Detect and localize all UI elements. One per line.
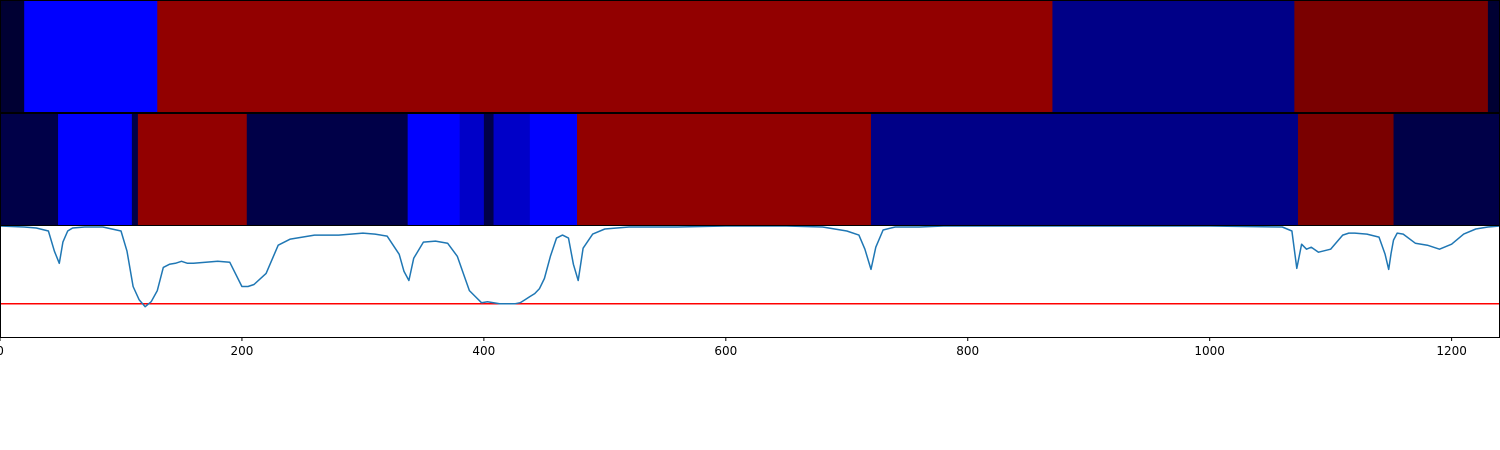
heatmap-segment [1052, 1, 1295, 112]
heatmap-segment [1294, 1, 1489, 112]
heatmap-segment [483, 114, 495, 225]
x-tick-label: 1000 [1194, 344, 1225, 358]
heatmap-band-middle [0, 114, 1500, 225]
heatmap-segment [1393, 114, 1500, 225]
heatmap-segment [1487, 1, 1500, 112]
x-tick-label: 1200 [1436, 344, 1467, 358]
x-tick-label: 600 [714, 344, 737, 358]
heatmap-segment [407, 114, 461, 225]
x-tick-label: 800 [956, 344, 979, 358]
heatmap-segment [1297, 114, 1395, 225]
heatmap-segment [131, 114, 139, 225]
heatmap-segment [493, 114, 531, 225]
heatmap-segment [459, 114, 485, 225]
heatmap-band-top [0, 1, 1500, 112]
heatmap-segment [246, 114, 409, 225]
heatmap-segment [157, 1, 1053, 112]
x-tick-label: 200 [230, 344, 253, 358]
heatmap-segment [870, 114, 1299, 225]
heatmap-segment [529, 114, 578, 225]
x-axis: 0 200 400 600 800 1000 1200 [0, 337, 1467, 358]
line-plot-panel [0, 225, 1500, 308]
heatmap-segment [577, 114, 872, 225]
heatmap-segment [137, 114, 248, 225]
series-line [0, 225, 1500, 308]
heatmap-segment [0, 114, 59, 225]
x-tick-label: 400 [472, 344, 495, 358]
panel-frame [0, 225, 1500, 338]
x-tick-label: 0 [0, 344, 4, 358]
heatmap-segment [58, 114, 133, 225]
heatmap-segment [0, 1, 25, 112]
heatmap-segment [24, 1, 158, 112]
